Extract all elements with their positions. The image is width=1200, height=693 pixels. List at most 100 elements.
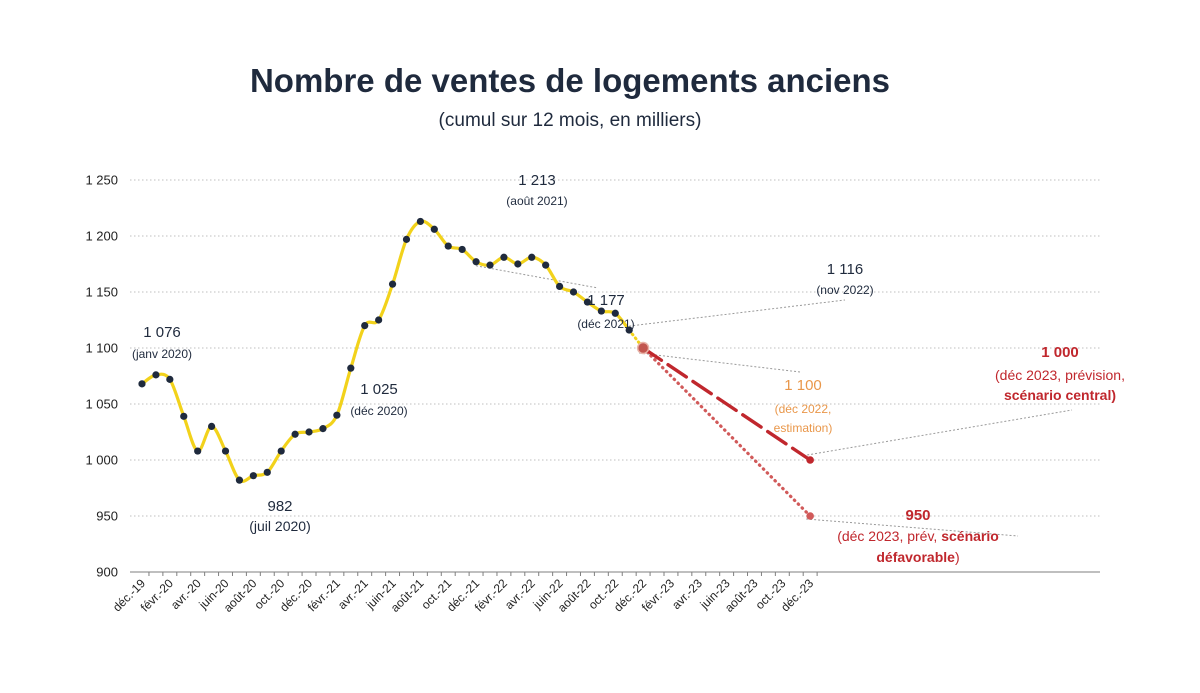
data-point [249, 472, 257, 480]
data-point [263, 468, 271, 476]
annotation-unfavorable-scenario: 950 (déc 2023, prév, scénario défavorabl… [837, 507, 999, 565]
data-point [138, 380, 146, 388]
data-point [221, 447, 230, 455]
y-tick-label: 1 250 [85, 173, 118, 188]
annotation-value: 1 116 [827, 261, 863, 278]
annotation-line-2-regular: ) [955, 549, 960, 565]
annotation-aout-2021: 1 213 (août 2021) [506, 172, 567, 208]
leader-dec-2021 [475, 265, 599, 289]
annotation-date: (déc 2021) [577, 317, 634, 331]
data-point [152, 371, 160, 379]
annotation-value: 1 076 [143, 324, 181, 341]
annotation-date: (nov 2022) [816, 283, 873, 297]
data-point [486, 261, 494, 269]
data-point [569, 288, 578, 296]
data-point [194, 447, 202, 455]
data-point [472, 258, 480, 266]
series-line-scenario-central [641, 346, 812, 462]
annotation-value: 1 213 [518, 172, 556, 189]
annotation-value: 982 [267, 498, 292, 515]
annotation-janv-2020: 1 076 (janv 2020) [132, 324, 192, 361]
annotation-date: (janv 2020) [132, 347, 192, 361]
annotation-line-1-regular: (déc 2023, prév, [837, 528, 941, 544]
annotation-nov-2022: 1 116 (nov 2022) [816, 261, 873, 297]
data-point [528, 253, 536, 261]
annotation-line-2: scénario central) [1004, 387, 1116, 403]
data-point [416, 217, 424, 226]
annotation-line-2-bold: défavorable [876, 549, 955, 565]
x-tick-label: avr.-23 [669, 576, 705, 612]
annotation-value: 1 100 [784, 377, 822, 394]
data-point [180, 412, 188, 420]
data-point [625, 326, 633, 334]
annotation-leaders [475, 265, 1073, 537]
data-point [305, 428, 313, 436]
data-point [597, 307, 605, 315]
data-point [347, 364, 355, 372]
annotation-line-1-bold: scénario [941, 528, 999, 544]
annotation-date: (déc 2020) [350, 404, 407, 418]
data-point [444, 242, 452, 250]
annotation-value: 1 025 [360, 381, 398, 398]
data-point-estimation [636, 341, 650, 355]
x-tick-label: avr.-20 [168, 576, 204, 612]
series-line-scenario-defavorable [641, 346, 812, 518]
data-point [375, 316, 383, 324]
annotation-central-scenario: 1 000 (déc 2023, prévision, scénario cen… [995, 344, 1125, 403]
data-point [500, 253, 508, 261]
annotation-value: 1 000 [1041, 344, 1079, 361]
y-tick-label: 1 050 [85, 397, 118, 412]
annotation-dec-2022-estimation: 1 100 (déc 2022, estimation) [774, 377, 833, 435]
annotation-line-1: (déc 2023, prévision, [995, 367, 1125, 383]
y-tick-label: 1 000 [85, 453, 118, 468]
annotation-dec-2020: 1 025 (déc 2020) [350, 381, 407, 418]
data-point [556, 282, 564, 290]
chart-title: Nombre de ventes de logements anciens [249, 62, 891, 99]
annotation-juil-2020: 982 (juil 2020) [249, 498, 310, 534]
x-axis: déc.-19févr.-20avr.-20juin-20août-20oct.… [110, 571, 1100, 615]
annotation-value: 1 177 [587, 292, 625, 309]
y-tick-label: 1 150 [85, 285, 118, 300]
data-point [514, 260, 522, 268]
data-point [291, 430, 299, 438]
leader-dec-2022 [639, 352, 801, 373]
annotation-date: (juil 2020) [249, 518, 310, 534]
y-tick-label: 900 [96, 565, 118, 580]
data-point [402, 235, 411, 243]
data-point-defavorable [806, 512, 814, 520]
y-tick-label: 1 100 [85, 341, 118, 356]
y-axis: 1 250 1 200 1 150 1 100 1 050 1 000 950 900 [85, 173, 118, 580]
data-point [430, 225, 438, 233]
leader-central [807, 409, 1073, 456]
data-point [333, 411, 341, 419]
data-point [208, 422, 216, 430]
data-point [388, 280, 397, 288]
data-point [319, 425, 327, 433]
data-point [542, 261, 550, 269]
x-tick-label: avr.-21 [335, 576, 371, 612]
annotation-line-2: défavorable) [876, 549, 959, 565]
data-point [166, 375, 174, 383]
data-point-central [806, 456, 814, 464]
data-point [583, 298, 592, 306]
annotation-date: (août 2021) [506, 194, 567, 208]
annotation-line-1: (déc 2022, [775, 402, 832, 416]
y-tick-label: 950 [96, 509, 118, 524]
chart-subtitle: (cumul sur 12 mois, en milliers) [438, 110, 702, 131]
data-point [611, 309, 619, 317]
data-point [235, 476, 244, 484]
data-points [138, 217, 814, 520]
annotation-dec-2021: 1 177 (déc 2021) [577, 292, 634, 331]
data-point [277, 447, 285, 455]
annotation-line-2: estimation) [774, 421, 833, 435]
y-tick-label: 1 200 [85, 229, 118, 244]
x-tick-label: avr.-22 [502, 576, 538, 612]
data-point [458, 245, 466, 254]
leader-defavorable [806, 518, 1019, 537]
annotation-line-1: (déc 2023, prév, scénario [837, 528, 999, 544]
annotation-value: 950 [905, 507, 930, 524]
series-line-ventes [141, 219, 631, 483]
data-point [361, 322, 369, 330]
